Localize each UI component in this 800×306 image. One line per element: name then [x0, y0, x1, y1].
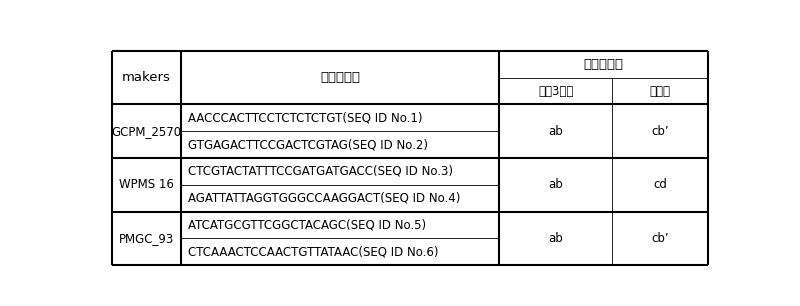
Text: ab: ab: [549, 232, 563, 245]
Text: cb’: cb’: [651, 232, 669, 245]
Text: 引物的序列: 引物的序列: [320, 71, 360, 84]
Text: AACCCACTTCCTCTCTCTGT(SEQ ID No.1): AACCCACTTCCTCTCTCTGT(SEQ ID No.1): [188, 111, 422, 124]
Text: PMGC_93: PMGC_93: [119, 232, 174, 245]
Text: 哲引3号杨: 哲引3号杨: [538, 84, 574, 98]
Text: GCPM_2570: GCPM_2570: [111, 125, 182, 138]
Text: makers: makers: [122, 71, 171, 84]
Text: 北京杨: 北京杨: [650, 84, 670, 98]
Text: CTCGTACTATTTCCGATGATGACC(SEQ ID No.3): CTCGTACTATTTCCGATGATGACC(SEQ ID No.3): [188, 165, 454, 178]
Text: GTGAGACTTCCGACTCGTAG(SEQ ID No.2): GTGAGACTTCCGACTCGTAG(SEQ ID No.2): [188, 138, 428, 151]
Text: ab: ab: [549, 125, 563, 138]
Text: WPMS 16: WPMS 16: [119, 178, 174, 191]
Text: AGATTATTAGGTGGGCCAAGGACT(SEQ ID No.4): AGATTATTAGGTGGGCCAAGGACT(SEQ ID No.4): [188, 192, 461, 205]
Text: 亲本基因型: 亲本基因型: [583, 58, 623, 71]
Text: CTCAAACTCCAACTGTTATAAC(SEQ ID No.6): CTCAAACTCCAACTGTTATAAC(SEQ ID No.6): [188, 245, 438, 258]
Text: ATCATGCGTTCGGCTACAGC(SEQ ID No.5): ATCATGCGTTCGGCTACAGC(SEQ ID No.5): [188, 218, 426, 232]
Text: ab: ab: [549, 178, 563, 191]
Text: cd: cd: [653, 178, 667, 191]
Text: cb’: cb’: [651, 125, 669, 138]
